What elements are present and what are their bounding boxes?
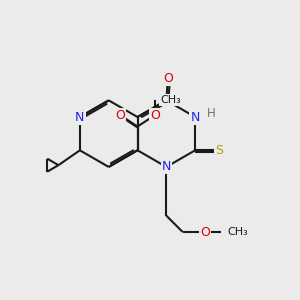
Text: O: O <box>150 109 160 122</box>
Text: H: H <box>207 107 216 120</box>
Text: S: S <box>215 144 223 157</box>
Text: O: O <box>115 109 125 122</box>
Text: CH₃: CH₃ <box>228 227 249 237</box>
Text: N: N <box>162 160 171 173</box>
Text: N: N <box>190 110 200 124</box>
Text: O: O <box>163 73 173 85</box>
Text: N: N <box>75 110 85 124</box>
Text: O: O <box>200 226 210 238</box>
Text: CH₃: CH₃ <box>160 95 181 105</box>
